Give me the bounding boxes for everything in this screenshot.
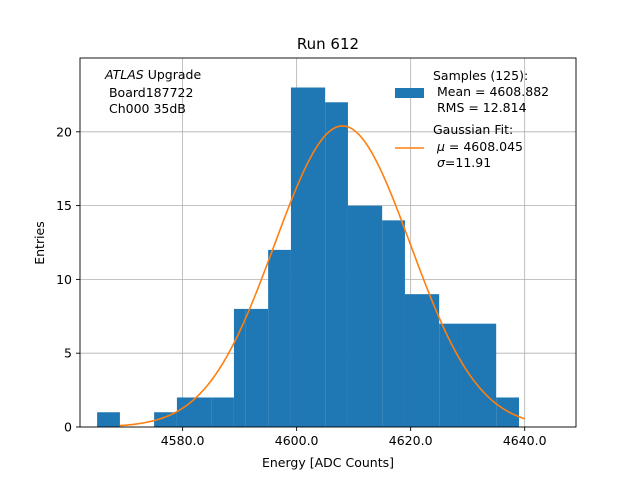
- atlas-label: ATLAS: [104, 67, 144, 82]
- legend-sigma-value: =11.91: [445, 155, 491, 170]
- x-axis-title: Energy [ADC Counts]: [262, 455, 394, 470]
- histogram-bar: [176, 397, 212, 427]
- chart-title: Run 612: [297, 35, 359, 53]
- axis-ticks: 4580.0 4600.0 4620.0 4640.0 0 5 10 15 20: [56, 124, 547, 448]
- upgrade-label: Upgrade: [144, 67, 202, 82]
- legend-sigma-symbol: σ: [437, 155, 446, 170]
- legend-mu: μ = 4608.045: [433, 139, 523, 154]
- annotation-board: Board187722: [105, 85, 193, 100]
- legend-mu-symbol: μ: [436, 139, 445, 154]
- legend-fit-header: Gaussian Fit:: [433, 122, 513, 137]
- axes-frame: [79, 57, 577, 428]
- y-tick-label: 20: [56, 124, 72, 139]
- histogram-bar: [461, 323, 497, 427]
- histogram-bar: [290, 87, 326, 428]
- x-tick-label: 4580.0: [161, 433, 205, 448]
- histogram-bar: [325, 102, 348, 427]
- x-tick-label: 4600.0: [275, 433, 319, 448]
- legend-histogram-swatch: [395, 88, 424, 98]
- y-tick-label: 15: [56, 198, 72, 213]
- legend-sigma: σ=11.91: [433, 155, 491, 170]
- legend-samples-header: Samples (125):: [433, 68, 528, 83]
- y-tick-label: 10: [56, 272, 72, 287]
- histogram-bar: [154, 412, 177, 427]
- histogram-bar: [268, 249, 291, 427]
- histogram-bar: [404, 294, 440, 427]
- annotation-channel: Ch000 35dB: [105, 101, 186, 116]
- legend-mu-value: = 4608.045: [445, 139, 523, 154]
- run-annotation: ATLAS Upgrade Board187722 Ch000 35dB: [104, 67, 201, 116]
- histogram-bar: [233, 308, 246, 427]
- legend-rms: RMS = 12.814: [433, 100, 527, 115]
- histogram-bars: [97, 87, 519, 428]
- histogram-bar: [97, 412, 120, 427]
- histogram-bar: [245, 308, 269, 427]
- histogram-bar: [211, 397, 234, 427]
- legend: Samples (125): Mean = 4608.882 RMS = 12.…: [395, 68, 549, 170]
- histogram-bar: [496, 397, 519, 427]
- gaussian-fit-curve: [119, 125, 525, 427]
- x-tick-label: 4620.0: [389, 433, 433, 448]
- y-axis-title: Entries: [32, 221, 47, 265]
- histogram-bar: [439, 323, 462, 427]
- x-tick-label: 4640.0: [503, 433, 547, 448]
- histogram-bar: [347, 205, 383, 427]
- legend-mean: Mean = 4608.882: [433, 84, 549, 99]
- y-tick-label: 5: [64, 346, 72, 361]
- histogram-bar: [382, 220, 405, 427]
- y-tick-label: 0: [64, 420, 72, 435]
- annotation-line-1: ATLAS Upgrade: [104, 67, 201, 82]
